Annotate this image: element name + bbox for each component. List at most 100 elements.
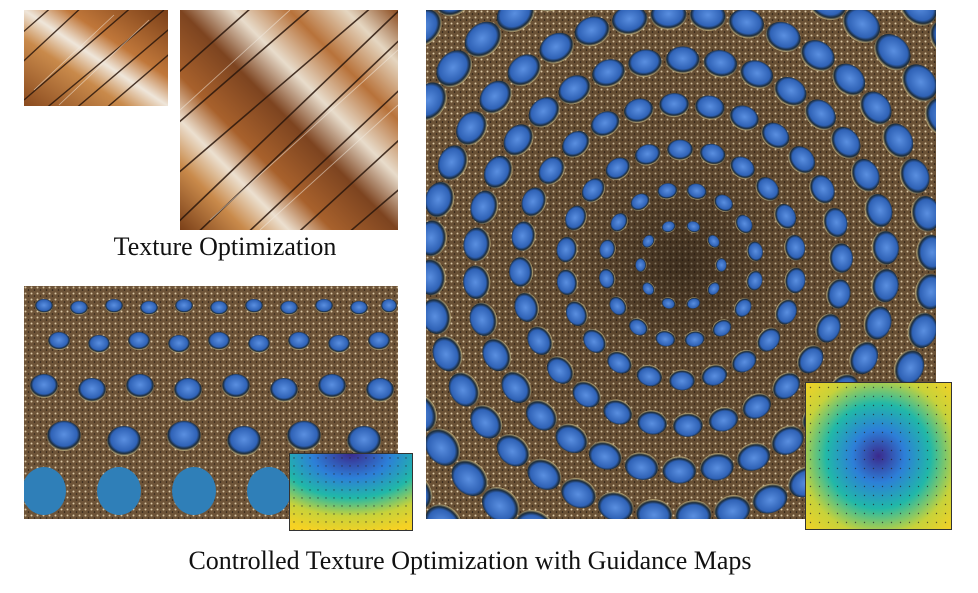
feather-eye (628, 49, 662, 77)
texture-optimization-caption: Texture Optimization (113, 232, 337, 261)
feather-eye (426, 428, 461, 466)
feather-eye (731, 349, 757, 373)
feather-eye (609, 296, 627, 316)
feather-eye (528, 97, 560, 128)
feather-eye (714, 194, 733, 212)
feather-eye (894, 349, 925, 385)
feather-eye (562, 130, 590, 158)
feather-eye (784, 267, 806, 294)
feather-eye (503, 124, 534, 156)
feather-eye (826, 278, 851, 309)
feather-eye (689, 10, 726, 31)
feather-eye (539, 32, 574, 64)
feather-eye (630, 193, 650, 211)
feather-eye (426, 10, 442, 46)
feather-eye (432, 336, 463, 372)
feather-eye (426, 220, 447, 257)
feather-eye (849, 341, 879, 375)
feather-eye (863, 306, 892, 340)
wood-texture-exemplar-graphic (24, 10, 168, 106)
guidance-map-target (805, 382, 952, 530)
feather-eye (655, 330, 676, 347)
feather-eye (684, 330, 705, 347)
feather-eye (815, 313, 841, 343)
feather-eye (900, 10, 936, 26)
feather-eye (437, 145, 468, 181)
feather-eye (797, 345, 824, 374)
feather-eye (701, 364, 728, 386)
feather-eye (636, 364, 663, 387)
feather-eye (686, 221, 701, 233)
feather-eye (859, 91, 892, 125)
feather-eye (871, 268, 899, 303)
feather-eye (583, 329, 607, 353)
feather-eye (746, 241, 763, 262)
feather-eye (599, 268, 616, 289)
feather-eye (479, 80, 512, 114)
feather-eye (426, 504, 462, 519)
feather-eye (807, 10, 847, 21)
feather-eye (642, 281, 655, 296)
feather-eye (661, 221, 676, 233)
feather-eye (712, 319, 732, 337)
feather-eye (574, 16, 610, 47)
feather-eye (772, 372, 800, 400)
feather-eye (800, 40, 835, 72)
feather-eye (650, 10, 687, 30)
feather-eye (521, 187, 547, 217)
feather-eye (728, 10, 765, 39)
feather-eye (832, 63, 866, 96)
feather-eye (736, 442, 771, 471)
feather-eye (436, 50, 473, 87)
feather-eye (496, 10, 535, 33)
controlled-texture-optimization-caption: Controlled Texture Optimization with Gui… (188, 546, 752, 575)
feather-eye (572, 381, 601, 408)
feather-eye (507, 54, 541, 87)
guidance-map-exemplar-graphic (290, 454, 412, 530)
feather-eye (469, 302, 498, 337)
feather-eye (515, 509, 555, 519)
feather-eye (558, 75, 591, 105)
feather-eye (911, 195, 936, 232)
guidance-map-target-graphic (806, 383, 951, 529)
feather-eye (740, 60, 774, 89)
feather-eye (581, 178, 606, 203)
feather-eye (916, 234, 936, 271)
feather-eye (546, 356, 574, 384)
feather-eye (463, 265, 491, 300)
feather-eye (901, 64, 936, 102)
wood-texture-synthesized-image (180, 10, 398, 230)
feather-eye (675, 500, 712, 519)
feather-eye (470, 190, 499, 224)
feather-eye (734, 298, 752, 317)
feather-eye (864, 193, 893, 228)
feather-eye (501, 371, 532, 404)
feather-eye (899, 158, 930, 194)
feather-eye (634, 144, 661, 166)
feather-eye (509, 256, 534, 287)
feather-eye (752, 483, 788, 514)
wood-texture-synthesized-graphic (180, 10, 398, 230)
feather-eye (924, 97, 936, 137)
feather-eye (610, 213, 628, 232)
feather-eye (636, 499, 673, 519)
feather-eye (526, 400, 558, 431)
feather-eye (672, 412, 703, 437)
feather-eye (426, 393, 438, 433)
feather-eye (599, 239, 616, 260)
feather-eye (746, 270, 763, 291)
feather-eye (481, 487, 520, 519)
feather-eye (514, 292, 539, 323)
feather-eye (774, 203, 797, 229)
feather-eye (556, 236, 578, 263)
feather-eye (828, 243, 853, 274)
feather-eye (729, 105, 759, 131)
feather-eye (871, 230, 899, 265)
feather-eye (482, 338, 512, 372)
feather-eye (661, 297, 676, 309)
feather-eye (755, 177, 779, 201)
feather-eye (607, 351, 632, 374)
feather-eye (915, 273, 936, 310)
feather-eye (874, 34, 911, 71)
feather-eye (784, 234, 806, 261)
